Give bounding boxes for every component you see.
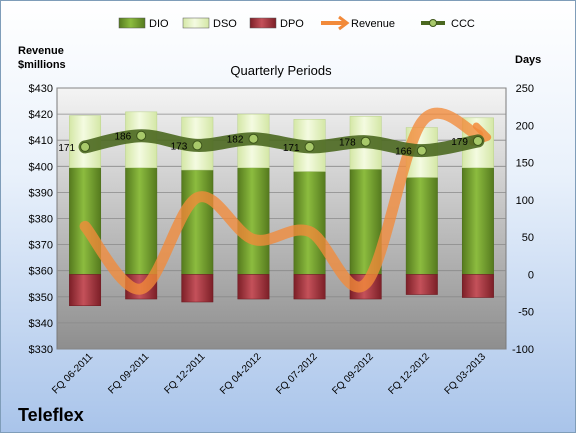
dio-bar: [461, 167, 494, 275]
right-axis-title: Days: [515, 54, 541, 66]
left-tick-label: $400: [29, 161, 53, 173]
right-tick-label: 250: [516, 83, 534, 95]
legend-label-revenue: Revenue: [351, 18, 395, 30]
company-name: Teleflex: [18, 405, 84, 425]
dio-bar: [125, 167, 158, 275]
right-tick-label: -50: [518, 307, 534, 319]
category-label: FQ 12-2011: [162, 351, 207, 396]
legend-label-dso: DSO: [213, 18, 237, 30]
left-axis-title-line1: Revenue: [18, 45, 64, 57]
ccc-data-label: 166: [395, 147, 412, 158]
category-label: FQ 09-2011: [106, 351, 151, 396]
category-label: FQ 07-2012: [274, 351, 320, 397]
ccc-data-label: 173: [171, 141, 188, 152]
ccc-point: [80, 141, 91, 152]
right-tick-label: 50: [522, 232, 534, 244]
left-tick-label: $370: [29, 240, 53, 252]
dio-bar: [293, 171, 326, 275]
right-tick-label: 200: [516, 120, 534, 132]
ccc-point: [136, 130, 147, 141]
left-axis-title-line2: $millions: [18, 59, 66, 71]
dio-bar: [237, 167, 270, 275]
dio-bar: [181, 169, 214, 275]
legend-label-dpo: DPO: [280, 18, 304, 30]
plot-title: Quarterly Periods: [230, 63, 332, 78]
legend: DIO DSO DPO Revenue CCC: [118, 15, 475, 31]
right-tick-label: 0: [528, 269, 534, 281]
legend-swatch-dio: [118, 17, 146, 29]
ccc-point: [416, 145, 427, 156]
legend-swatch-dpo: [249, 17, 277, 29]
legend-label-ccc: CCC: [451, 18, 475, 30]
ccc-data-label: 179: [451, 137, 468, 148]
ccc-data-label: 182: [227, 135, 244, 146]
category-label: FQ 06-2011: [50, 351, 95, 396]
dpo-bar: [461, 274, 494, 298]
right-tick-label: 150: [516, 158, 534, 170]
dpo-bar: [405, 274, 438, 295]
right-axis-ticks: -100 -50 0 50 100 150 200 250: [512, 83, 534, 356]
dpo-bar: [181, 274, 214, 303]
category-label: FQ 12-2012: [386, 351, 432, 397]
left-tick-label: $390: [29, 187, 53, 199]
left-tick-label: $430: [29, 83, 53, 95]
category-label: FQ 09-2012: [330, 351, 376, 397]
category-label: FQ 04-2012: [218, 351, 264, 397]
left-tick-label: $360: [29, 266, 53, 278]
ccc-point: [304, 141, 315, 152]
left-tick-label: $350: [29, 292, 53, 304]
left-tick-label: $380: [29, 214, 53, 226]
revenue-line: [79, 107, 484, 295]
dpo-bar: [237, 274, 270, 300]
legend-label-dio: DIO: [149, 18, 169, 30]
legend-swatch-dso: [182, 17, 210, 29]
legend-swatch-revenue-arrow: [338, 15, 350, 31]
ccc-point: [248, 133, 259, 144]
ccc-data-label: 171: [58, 143, 75, 154]
right-tick-label: -100: [512, 344, 534, 356]
left-tick-label: $410: [29, 135, 53, 147]
category-label: FQ 03-2013: [443, 351, 489, 397]
left-tick-label: $420: [29, 109, 53, 121]
ccc-data-label: 171: [283, 143, 300, 154]
left-tick-label: $330: [29, 344, 53, 356]
dpo-bar: [69, 274, 102, 306]
right-tick-label: 100: [516, 195, 534, 207]
legend-swatch-ccc-dot: [429, 19, 437, 27]
ccc-data-label: 186: [115, 132, 132, 143]
ccc-data-label: 178: [339, 138, 356, 149]
left-tick-label: $340: [29, 318, 53, 330]
ccc-point: [472, 135, 483, 146]
dpo-bar: [293, 274, 326, 300]
ccc-point: [360, 136, 371, 147]
ccc-line-group: 171 186 173 182 171 178 166 179: [58, 129, 485, 158]
ccc-point: [192, 140, 203, 151]
category-labels: FQ 06-2011 FQ 09-2011 FQ 12-2011 FQ 04-2012…: [50, 351, 488, 397]
dio-bar: [405, 177, 438, 275]
left-axis-ticks: $330 $340 $350 $360 $370 $380 $390 $400 $410 $420…: [29, 83, 53, 356]
